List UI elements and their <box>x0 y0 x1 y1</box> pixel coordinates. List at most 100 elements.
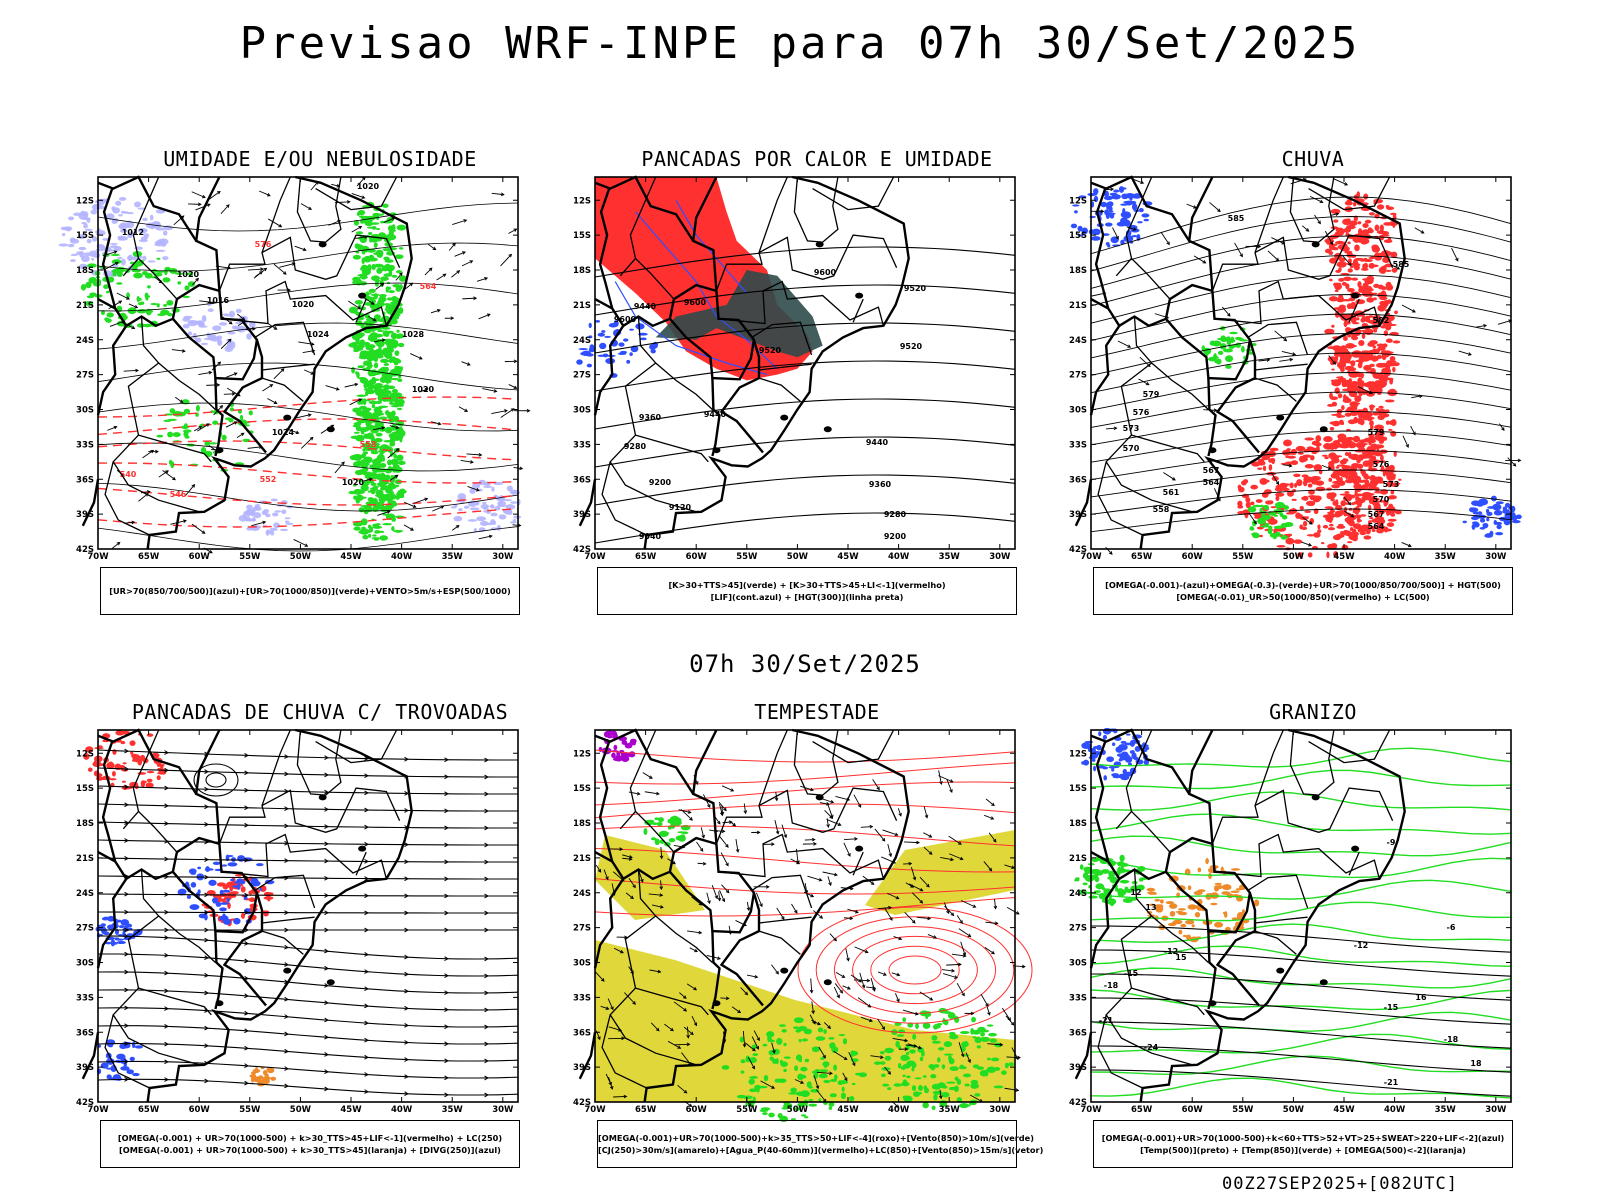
axis-labels <box>97 729 519 1103</box>
contour-label: 1024 <box>272 428 295 437</box>
lat-tick-label: 30S <box>1069 959 1087 969</box>
lon-tick-label: 30W <box>989 1105 1011 1115</box>
contour-label: 540 <box>120 470 137 479</box>
legend-line-1: [K>30+TTS>45](verde) + [K>30+TTS>45+LI<-… <box>668 580 946 590</box>
lat-tick-label: 33S <box>76 440 94 450</box>
lon-tick-label: 65W <box>635 1105 657 1115</box>
lat-tick-label: 39S <box>1069 510 1087 520</box>
lat-tick-label: 21S <box>76 301 94 311</box>
lat-tick-label: 36S <box>573 1028 591 1038</box>
contour-label: 570 <box>1373 495 1390 504</box>
lat-tick-label: 39S <box>573 1063 591 1073</box>
legend-line-1: [OMEGA(-0.001)+UR>70(1000-500)+k>35_TTS>… <box>598 1133 1034 1143</box>
contour-label: 576 <box>1373 460 1390 469</box>
lat-tick-label: 33S <box>1069 993 1087 1003</box>
contour-label: -15 <box>1384 1003 1399 1012</box>
lon-tick-label: 60W <box>686 1105 708 1115</box>
contour-labels: -12-15-18-21-24-12-15-18-211213151618-9-… <box>1099 838 1482 1087</box>
contour-label: 9360 <box>869 480 892 489</box>
lat-tick-label: 24S <box>76 889 94 899</box>
contour-label: 558 <box>1153 505 1170 514</box>
panel-legend: [OMEGA(-0.001)+UR>70(1000-500)+k<60+TTS>… <box>1093 1120 1513 1168</box>
lon-tick-label: 50W <box>787 552 809 562</box>
lat-tick-label: 30S <box>573 406 591 416</box>
lon-tick-label: 60W <box>189 1105 211 1115</box>
lat-tick-label: 18S <box>76 266 94 276</box>
lat-tick-label: 42S <box>573 1098 591 1108</box>
lat-tick-label: 27S <box>1069 924 1087 934</box>
lon-tick-label: 30W <box>492 552 514 562</box>
lat-tick-label: 33S <box>573 440 591 450</box>
lon-tick-label: 30W <box>1485 552 1507 562</box>
lon-tick-label: 70W <box>87 1105 109 1115</box>
contour-label: 1016 <box>207 296 230 305</box>
contour-label: 567 <box>1368 510 1385 519</box>
lat-tick-label: 24S <box>573 889 591 899</box>
contour-label: 1020 <box>342 478 365 487</box>
lon-tick-label: 35W <box>1435 1105 1457 1115</box>
lon-tick-label: 30W <box>492 1105 514 1115</box>
panel-legend: [K>30+TTS>45](verde) + [K>30+TTS>45+LI<-… <box>597 567 1017 615</box>
contour-label: 16 <box>1415 993 1427 1002</box>
country-borders <box>1074 728 1406 1103</box>
panel-legend: [OMEGA(-0.001) + UR>70(1000-500) + k>30_… <box>100 1120 520 1168</box>
lon-tick-label: 45W <box>1333 1105 1355 1115</box>
lat-tick-label: 33S <box>1069 440 1087 450</box>
field-contours <box>594 749 1033 1109</box>
field-shading <box>1070 186 1522 559</box>
lat-tick-label: 12S <box>76 196 94 206</box>
lon-tick-label: 60W <box>1182 1105 1204 1115</box>
lat-tick-label: 30S <box>1069 406 1087 416</box>
lon-tick-label: 55W <box>1232 552 1254 562</box>
lon-tick-label: 50W <box>1283 552 1305 562</box>
lon-tick-label: 65W <box>1131 1105 1153 1115</box>
lat-tick-label: 12S <box>1069 749 1087 759</box>
panel-legend: [OMEGA(-0.001)-(azul)+OMEGA(-0.3)-(verde… <box>1093 567 1513 615</box>
lat-tick-label: 12S <box>76 749 94 759</box>
lon-tick-label: 65W <box>138 1105 160 1115</box>
lat-tick-label: 36S <box>76 475 94 485</box>
lon-tick-label: 40W <box>888 1105 910 1115</box>
lon-tick-label: 60W <box>686 552 708 562</box>
field-shading <box>83 730 277 1087</box>
lat-tick-label: 12S <box>1069 196 1087 206</box>
legend-line-1: [OMEGA(-0.001)+UR>70(1000-500)+k<60+TTS>… <box>1101 1133 1505 1143</box>
panel-legend: [OMEGA(-0.001)+UR>70(1000-500)+k>35_TTS>… <box>597 1120 1043 1168</box>
lat-tick-label: 36S <box>1069 475 1087 485</box>
country-borders <box>81 728 413 1103</box>
lat-tick-label: 24S <box>1069 889 1087 899</box>
lat-tick-label: 24S <box>573 336 591 346</box>
field-contours <box>97 748 519 1098</box>
contour-label: 576 <box>255 240 272 249</box>
lon-tick-label: 40W <box>1384 552 1406 562</box>
lon-tick-label: 40W <box>888 552 910 562</box>
lat-tick-label: 15S <box>573 231 591 241</box>
lon-tick-label: 50W <box>787 1105 809 1115</box>
lat-tick-label: 30S <box>76 959 94 969</box>
contour-label: 13 <box>1145 903 1156 912</box>
lat-tick-label: 30S <box>573 959 591 969</box>
lon-tick-label: 70W <box>87 552 109 562</box>
lat-tick-label: 42S <box>1069 1098 1087 1108</box>
contour-labels: 585 585 582 579 576 573 570 567 564 561 558 579 576 5… <box>1123 214 1410 531</box>
contour-label: 558 <box>360 440 377 449</box>
lat-tick-label: 12S <box>573 196 591 206</box>
lat-tick-label: 21S <box>1069 301 1087 311</box>
main-title: Previsao WRF-INPE para 07h 30/Set/2025 <box>239 18 1361 69</box>
map-layers <box>1091 730 1511 1102</box>
lon-tick-label: 65W <box>138 552 160 562</box>
contour-label: 9440 <box>704 410 727 419</box>
lon-tick-label: 55W <box>239 1105 261 1115</box>
lat-tick-label: 15S <box>1069 784 1087 794</box>
lat-tick-label: 27S <box>76 371 94 381</box>
lat-tick-label: 18S <box>1069 819 1087 829</box>
country-borders <box>578 175 910 550</box>
lon-tick-label: 45W <box>340 552 362 562</box>
lat-tick-label: 21S <box>573 854 591 864</box>
contour-label: -15 <box>1124 969 1139 978</box>
